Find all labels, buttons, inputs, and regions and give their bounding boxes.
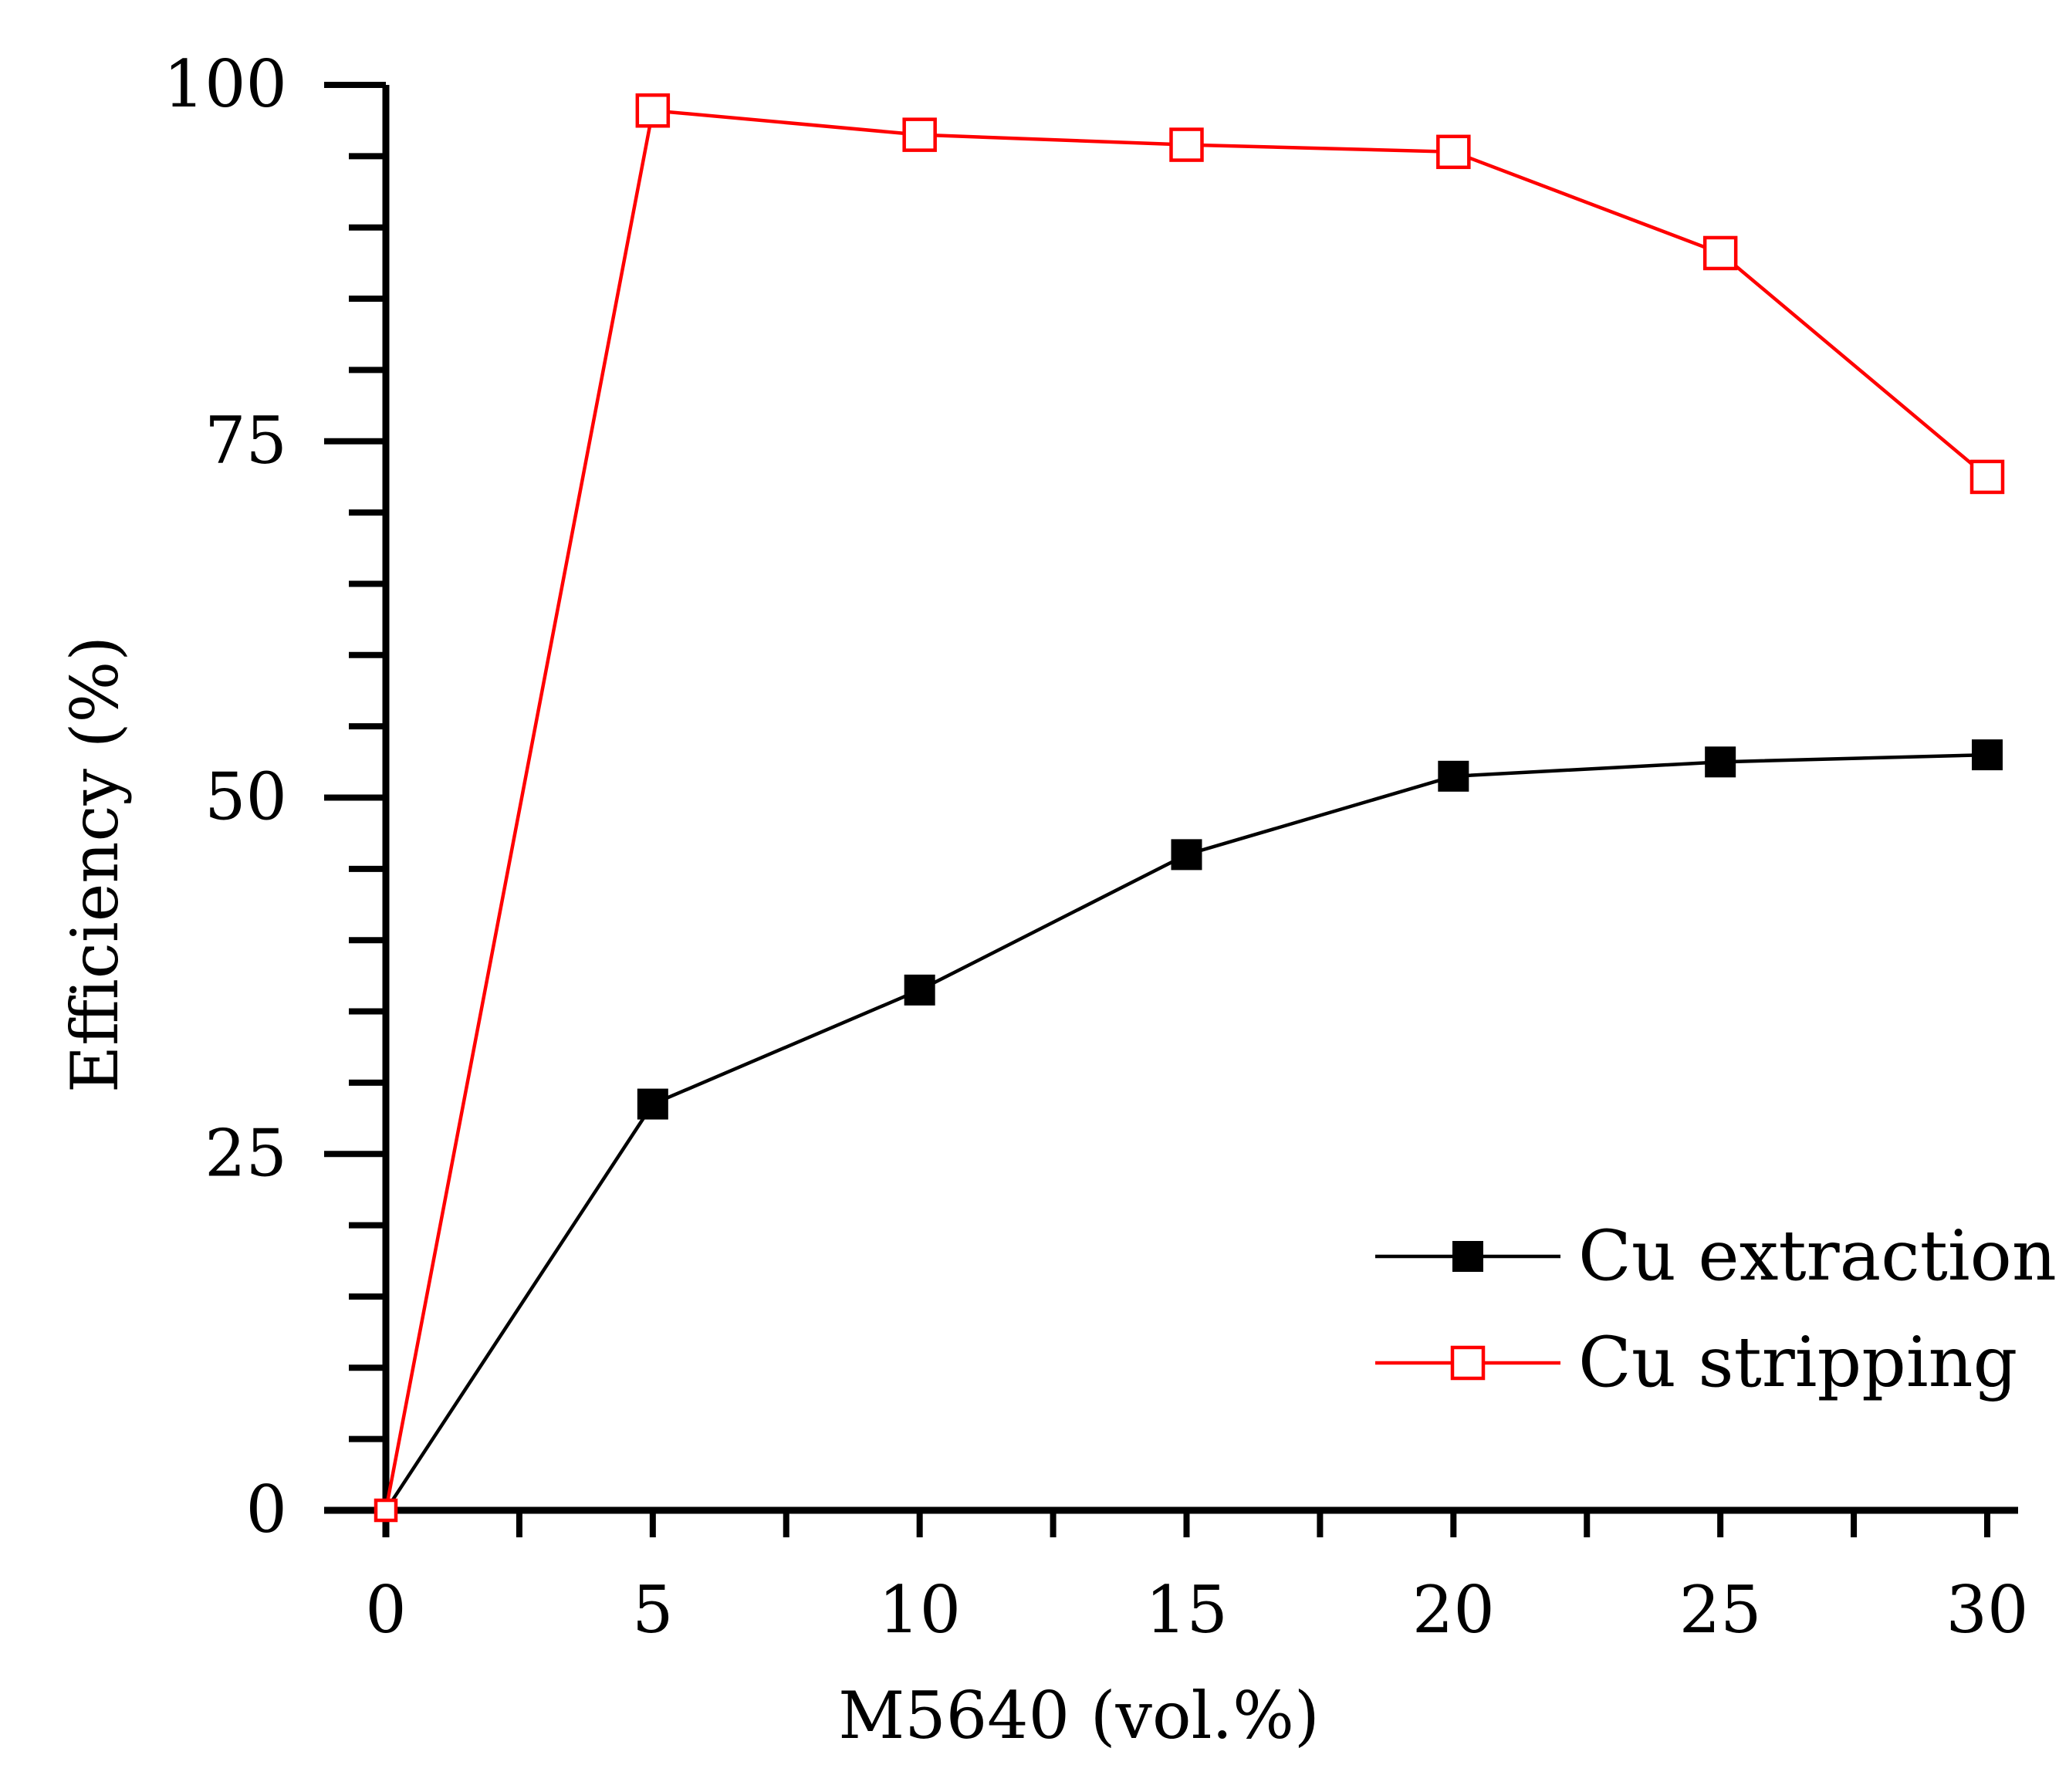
y-tick-label: 75 bbox=[205, 403, 287, 478]
y-axis-title: Efficiency (%) bbox=[57, 636, 133, 1093]
data-point bbox=[1436, 134, 1471, 170]
legend-marker bbox=[1452, 1241, 1483, 1272]
axes: 0 25 50 75 100 0 5 10 15 20 25 30 bbox=[164, 46, 2029, 1648]
data-point bbox=[635, 93, 671, 128]
legend-label: Cu extraction bbox=[1578, 1216, 2057, 1297]
data-point bbox=[1972, 739, 2003, 771]
data-point bbox=[1702, 235, 1738, 271]
data-point bbox=[374, 1498, 398, 1523]
series-line bbox=[384, 108, 1989, 1511]
data-point bbox=[1969, 459, 2005, 495]
y-tick-label: 25 bbox=[205, 1115, 287, 1191]
data-point bbox=[1171, 839, 1202, 871]
x-axis-title: M5640 (vol.%) bbox=[838, 1678, 1319, 1753]
data-point bbox=[1438, 760, 1469, 792]
y-tick-label: 0 bbox=[246, 1472, 287, 1547]
data-point bbox=[1169, 127, 1204, 162]
x-tick-label: 30 bbox=[1946, 1572, 2029, 1648]
series-cu-stripping bbox=[374, 93, 2005, 1523]
data-point bbox=[637, 1088, 668, 1120]
legend: Cu extraction Cu stripping bbox=[1375, 1216, 2057, 1403]
data-point bbox=[1705, 746, 1736, 778]
series-cu-extraction bbox=[376, 739, 2003, 1520]
x-tick-label: 25 bbox=[1679, 1572, 1762, 1648]
data-point bbox=[902, 117, 937, 152]
y-tick-label: 100 bbox=[164, 46, 287, 122]
x-tick-label: 0 bbox=[365, 1572, 406, 1648]
y-tick-label: 50 bbox=[205, 759, 287, 835]
data-point bbox=[904, 974, 935, 1006]
x-tick-label: 20 bbox=[1412, 1572, 1495, 1648]
series-layer bbox=[374, 93, 2005, 1523]
x-tick-label: 15 bbox=[1145, 1572, 1228, 1648]
legend-marker bbox=[1450, 1345, 1486, 1381]
x-tick-label: 5 bbox=[632, 1572, 673, 1648]
x-tick-label: 10 bbox=[878, 1572, 961, 1648]
legend-label: Cu stripping bbox=[1578, 1322, 2017, 1403]
